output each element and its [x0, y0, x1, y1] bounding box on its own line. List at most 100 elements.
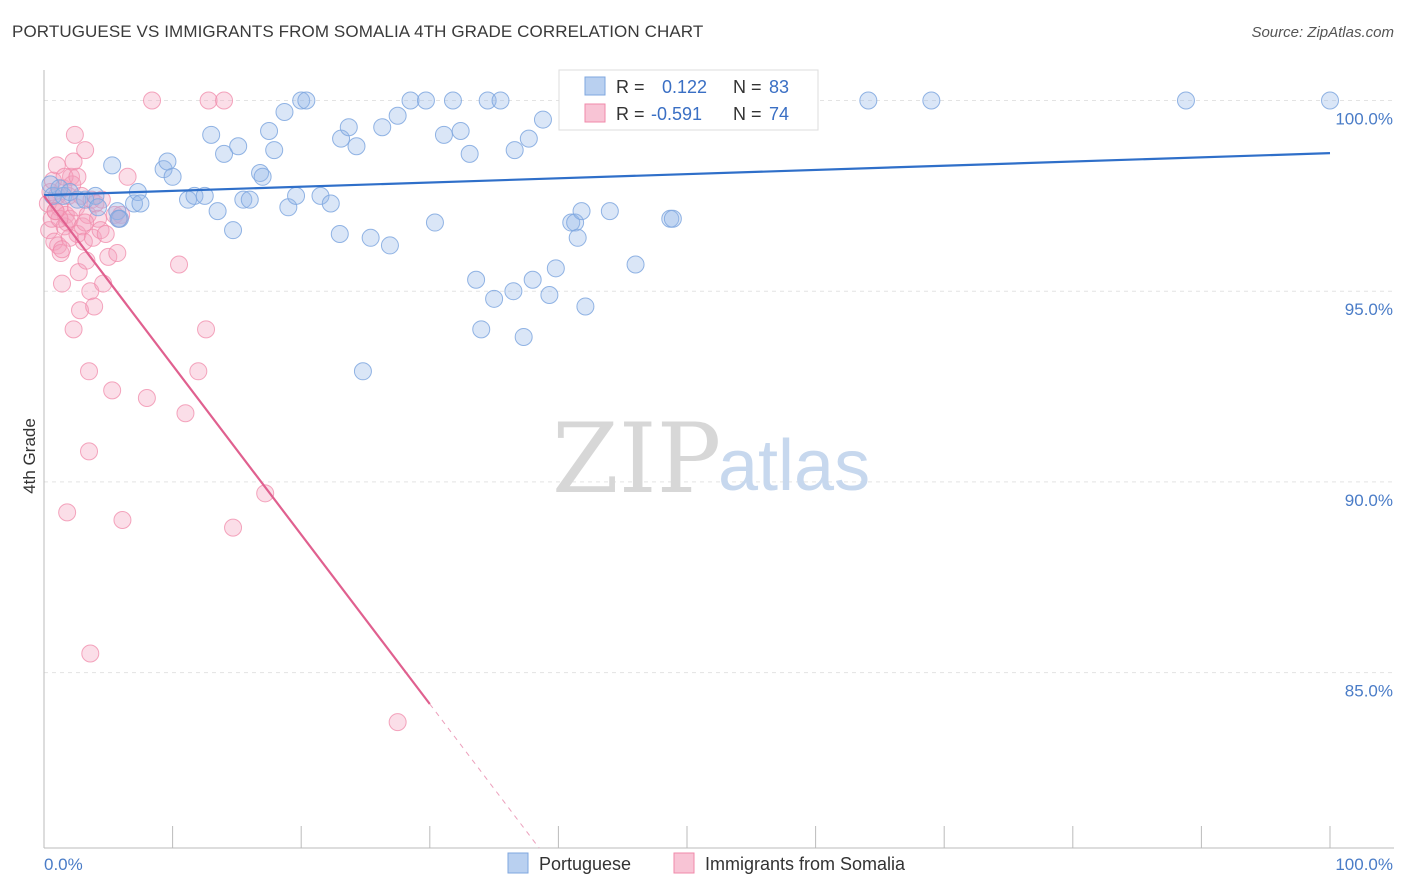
- data-point-portuguese: [514, 327, 533, 346]
- data-point-portuguese: [380, 236, 399, 255]
- watermark: ZIP atlas: [552, 403, 870, 515]
- data-point-somalia: [62, 167, 81, 186]
- data-point-portuguese: [451, 122, 470, 141]
- data-point-portuguese: [311, 186, 330, 205]
- x-tick-labels: 0.0% 100.0%: [44, 855, 1393, 874]
- data-point-portuguese: [287, 186, 306, 205]
- data-point-somalia: [103, 381, 122, 400]
- data-point-portuguese: [568, 228, 587, 247]
- data-point-somalia: [58, 503, 77, 522]
- data-point-somalia: [53, 240, 72, 259]
- series-portuguese-points: [41, 91, 1339, 381]
- data-point-portuguese: [504, 282, 523, 301]
- legend-n-value-portuguese: 83: [769, 77, 789, 97]
- data-point-somalia: [143, 91, 162, 110]
- data-point-somalia: [68, 167, 87, 186]
- data-point-somalia: [137, 388, 156, 407]
- data-point-portuguese: [572, 202, 591, 221]
- data-point-portuguese: [576, 297, 595, 316]
- grid-lines: [44, 100, 1394, 674]
- data-point-portuguese: [321, 194, 340, 213]
- legend-n-label: N =: [733, 77, 762, 97]
- data-point-portuguese: [523, 270, 542, 289]
- data-point-portuguese: [208, 202, 227, 221]
- data-point-portuguese: [253, 167, 272, 186]
- data-point-portuguese: [546, 259, 565, 278]
- data-point-portuguese: [330, 224, 349, 243]
- data-point-somalia: [65, 125, 84, 144]
- data-point-portuguese: [1321, 91, 1339, 110]
- data-point-somalia: [96, 224, 115, 243]
- data-point-portuguese: [472, 320, 491, 339]
- trend-line-somalia: [43, 195, 431, 705]
- data-point-portuguese: [626, 255, 645, 274]
- data-point-portuguese: [1176, 91, 1195, 110]
- data-point-portuguese: [185, 186, 204, 205]
- data-point-portuguese: [361, 228, 380, 247]
- data-point-somalia: [108, 244, 127, 263]
- data-point-somalia: [99, 247, 118, 266]
- data-point-portuguese: [401, 91, 420, 110]
- data-point-portuguese: [103, 156, 122, 175]
- legend: R = 0.122 N = 83 R = -0.591 N = 74: [558, 69, 819, 131]
- data-point-somalia: [64, 152, 83, 171]
- legend-r-label: R =: [616, 77, 645, 97]
- bottom-legend: Portuguese Immigrants from Somalia: [507, 852, 906, 874]
- y-tick-labels: 85.0% 90.0% 95.0% 100.0%: [1335, 110, 1393, 701]
- y-tick-label: 95.0%: [1345, 300, 1393, 319]
- axes: [43, 70, 1394, 849]
- legend-r-value-somalia: -0.591: [651, 104, 702, 124]
- data-point-portuguese: [467, 270, 486, 289]
- data-point-portuguese: [443, 91, 462, 110]
- x-tick-label: 100.0%: [1335, 855, 1393, 874]
- data-point-portuguese: [240, 190, 259, 209]
- data-point-portuguese: [519, 129, 538, 148]
- data-point-portuguese: [68, 190, 87, 209]
- data-point-portuguese: [485, 289, 504, 308]
- data-point-portuguese: [566, 213, 585, 232]
- data-point-somalia: [64, 320, 83, 339]
- x-tick-label: 0.0%: [44, 855, 83, 874]
- data-point-portuguese: [353, 362, 372, 381]
- data-point-portuguese: [297, 91, 316, 110]
- legend-n-value-somalia: 74: [769, 104, 789, 124]
- chart-title: PORTUGUESE VS IMMIGRANTS FROM SOMALIA 4T…: [12, 22, 704, 41]
- watermark-atlas: atlas: [718, 426, 870, 506]
- y-tick-label: 85.0%: [1345, 682, 1393, 701]
- y-tick-label: 100.0%: [1335, 110, 1393, 129]
- data-point-somalia: [256, 484, 275, 503]
- series-somalia-points: [38, 91, 407, 732]
- data-point-portuguese: [533, 110, 552, 129]
- data-point-portuguese: [275, 102, 294, 121]
- watermark-zip: ZIP: [552, 403, 721, 515]
- data-point-portuguese: [229, 137, 248, 156]
- legend-r-value-portuguese: 0.122: [662, 77, 707, 97]
- data-point-somalia: [215, 91, 234, 110]
- bottom-legend-label-portuguese: Portuguese: [539, 854, 631, 874]
- data-point-portuguese: [425, 213, 444, 232]
- trend-line-somalia-extension: [429, 703, 540, 849]
- data-point-portuguese: [265, 141, 284, 160]
- data-point-portuguese: [163, 167, 182, 186]
- data-point-somalia: [85, 297, 104, 316]
- data-point-portuguese: [234, 190, 253, 209]
- data-point-somalia: [71, 301, 90, 320]
- data-point-portuguese: [215, 144, 234, 163]
- data-point-portuguese: [86, 186, 105, 205]
- data-point-somalia: [94, 274, 113, 293]
- data-point-portuguese: [373, 118, 392, 137]
- data-point-somalia: [224, 518, 243, 537]
- data-point-portuguese: [562, 213, 581, 232]
- data-point-portuguese: [491, 91, 510, 110]
- data-point-portuguese: [109, 209, 128, 228]
- source-label: Source: ZipAtlas.com: [1251, 24, 1394, 41]
- data-point-portuguese: [158, 152, 177, 171]
- data-point-somalia: [81, 644, 100, 663]
- data-point-somalia: [40, 221, 59, 240]
- data-point-portuguese: [347, 137, 366, 156]
- bottom-legend-swatch-portuguese: [507, 852, 529, 874]
- data-point-portuguese: [224, 221, 243, 240]
- data-point-portuguese: [859, 91, 878, 110]
- data-point-somalia: [113, 511, 132, 530]
- data-point-portuguese: [202, 125, 221, 144]
